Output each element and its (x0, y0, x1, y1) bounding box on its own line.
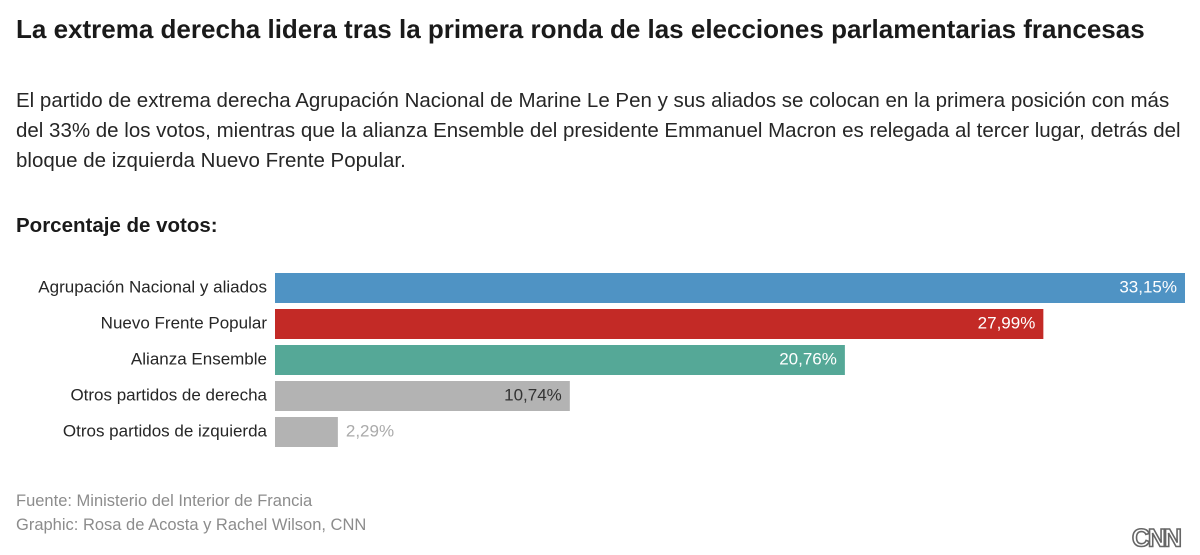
value-label: 20,76% (779, 349, 837, 368)
category-label: Alianza Ensemble (131, 349, 267, 368)
category-label: Otros partidos de izquierda (63, 421, 268, 440)
bar (275, 381, 570, 411)
bar (275, 345, 845, 375)
logo: CNN (1132, 525, 1181, 553)
bar (275, 309, 1044, 339)
bar (275, 273, 1185, 303)
chart-title: La extrema derecha lidera tras la primer… (16, 14, 1145, 44)
category-label: Otros partidos de derecha (70, 385, 267, 404)
chart-subtitle: El partido de extrema derecha Agrupación… (16, 89, 1181, 172)
credit: Graphic: Rosa de Acosta y Rachel Wilson,… (16, 516, 367, 534)
category-label: Agrupación Nacional y aliados (38, 277, 267, 296)
bar (275, 417, 338, 447)
value-axis-title: Porcentaje de votos: (16, 214, 218, 237)
value-label: 27,99% (978, 313, 1036, 332)
value-label: 33,15% (1119, 277, 1177, 296)
value-label: 2,29% (346, 421, 394, 440)
source: Fuente: Ministerio del Interior de Franc… (16, 492, 313, 510)
category-label: Nuevo Frente Popular (101, 313, 268, 332)
value-label: 10,74% (504, 385, 562, 404)
